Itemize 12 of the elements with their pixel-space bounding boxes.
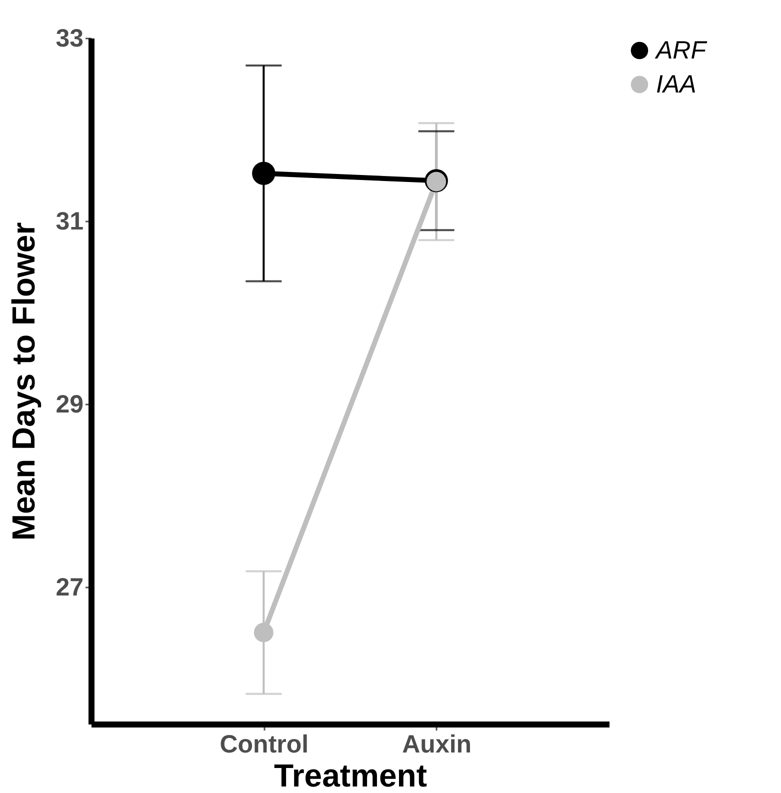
x-tick-label: Control xyxy=(220,730,309,758)
legend-label: IAA xyxy=(656,70,696,98)
point xyxy=(254,622,274,642)
x-axis-title: Treatment xyxy=(274,758,428,793)
legend-label: ARF xyxy=(654,36,708,64)
x-tick-label: Auxin xyxy=(402,730,472,758)
y-tick-label: 27 xyxy=(56,573,84,602)
point xyxy=(252,162,276,185)
y-tick-label: 33 xyxy=(56,24,84,52)
y-axis-title: Mean Days to Flower xyxy=(6,222,42,541)
y-tick-label: 31 xyxy=(56,207,84,236)
y-tick-label: 29 xyxy=(56,390,84,418)
